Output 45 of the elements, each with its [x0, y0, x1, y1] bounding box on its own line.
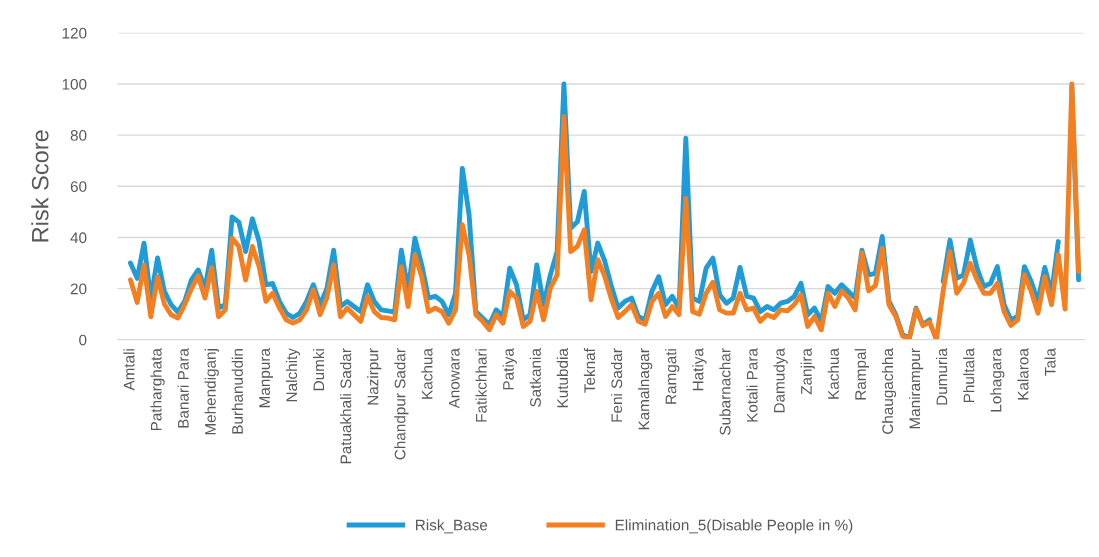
- legend-label: Elimination_5(Disable People in %): [615, 519, 853, 534]
- y-axis-title: Risk Score: [31, 130, 49, 242]
- x-tick-label: Subarnachar: [719, 348, 731, 435]
- x-tick-label: Patiya: [502, 348, 517, 390]
- x-tick-label: Chandpur Sadar: [394, 348, 409, 460]
- x-tick-label: Amtali: [123, 349, 135, 391]
- x-tick-label: Anowara: [448, 348, 460, 409]
- x-tick-label: Patharghata: [150, 348, 165, 431]
- x-tick-label: Patuakhali Sadar: [340, 348, 352, 464]
- x-tick-label: Tala: [1044, 348, 1056, 376]
- x-tick-label: Rampal: [854, 349, 870, 400]
- x-tick-label: Chaugachha: [881, 348, 897, 434]
- x-tick-label: Zanjira: [800, 348, 815, 395]
- x-tick-label: Satkania: [529, 348, 541, 407]
- y-tick-label: 40: [70, 232, 87, 244]
- y-tick-label: 0: [79, 334, 87, 346]
- x-tick-label: Kachua: [421, 348, 433, 399]
- x-tick-label: Kamalnagar: [638, 348, 653, 430]
- x-tick-label: Manirampur: [908, 348, 924, 429]
- x-tick-label: Dumki: [312, 349, 325, 391]
- x-tick-label: Kachua: [827, 348, 839, 399]
- x-tick-label: Burhanuddin: [231, 349, 243, 434]
- x-tick-label: Dumuria: [936, 348, 948, 405]
- x-tick-label: Phultala: [963, 348, 975, 403]
- x-tick-label: Lohagara: [990, 348, 1005, 412]
- x-tick-label: Damudya: [773, 348, 788, 413]
- x-tick-label: Nazirpur: [367, 348, 382, 405]
- x-tick-label: Hatiya: [692, 348, 707, 391]
- y-tick-label: 80: [70, 130, 87, 141]
- x-tick-label: Kalaroa: [1017, 348, 1029, 400]
- x-tick-label: Banari Para: [177, 348, 189, 428]
- x-tick-label: Ramgati: [665, 349, 680, 404]
- y-tick-label: 120: [62, 27, 87, 39]
- x-tick-label: Nalchity: [285, 348, 301, 402]
- x-tick-label: Manpura: [259, 348, 274, 408]
- x-tick-label: Feni Sadar: [610, 348, 623, 422]
- x-tick-label: Mehendiganj: [204, 349, 219, 435]
- x-tick-label: Kutubdia: [556, 348, 569, 408]
- y-tick-label: 20: [70, 283, 87, 295]
- x-tick-label: Teknaf: [583, 348, 596, 393]
- x-tick-label: Fatikchhari: [475, 349, 487, 422]
- legend-label: Risk_Base: [416, 519, 488, 534]
- y-tick-label: 100: [62, 78, 87, 90]
- x-tick-label: Kotali Para: [746, 348, 758, 422]
- y-tick-label: 60: [70, 181, 87, 192]
